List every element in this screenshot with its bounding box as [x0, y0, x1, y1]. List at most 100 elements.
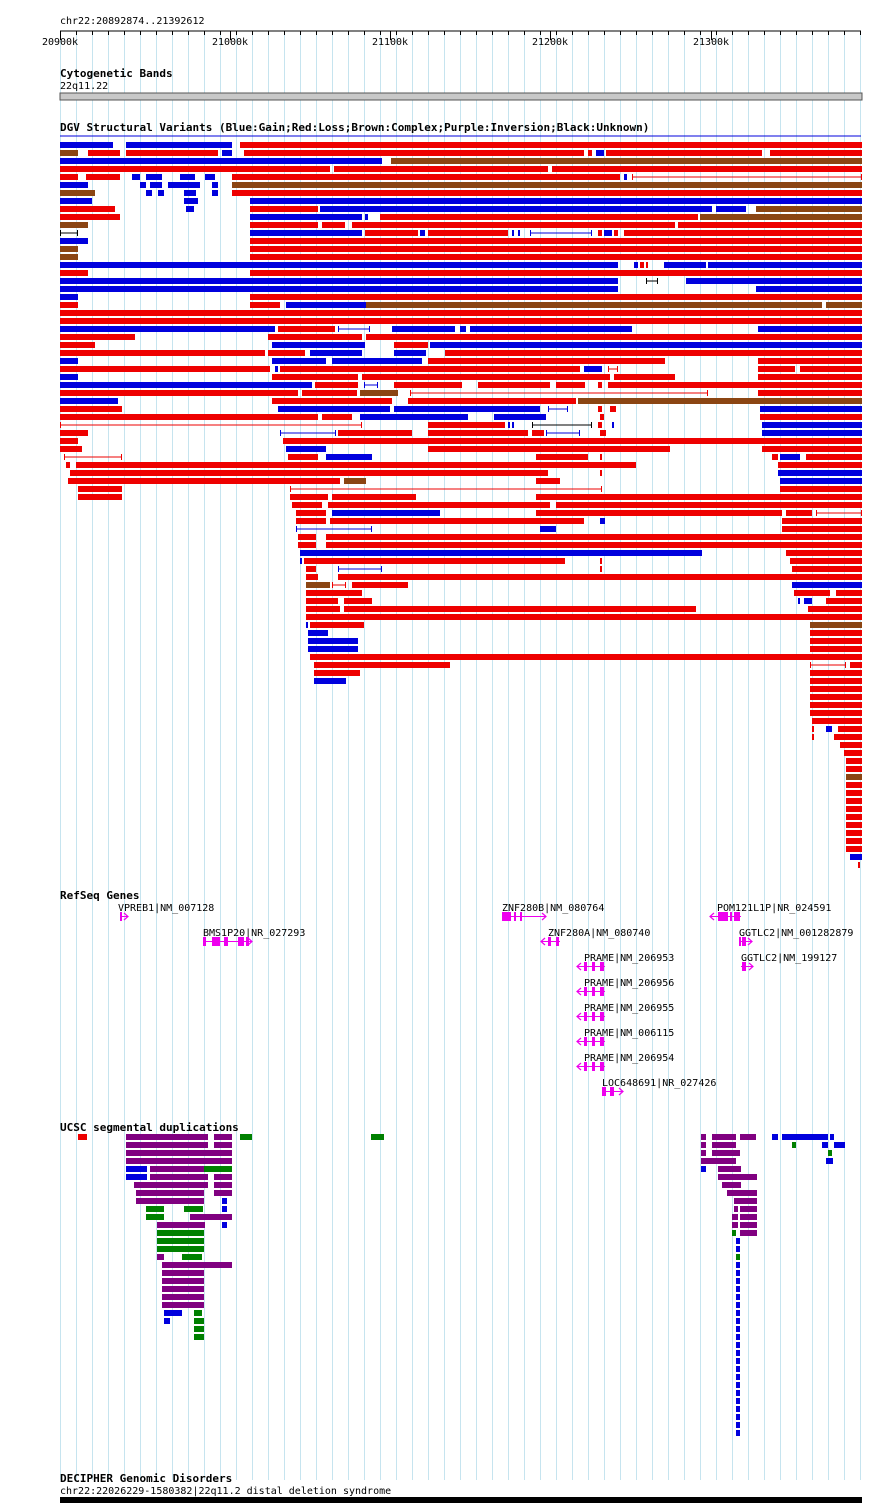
dgv-variant[interactable] [244, 150, 584, 156]
segdup-feature[interactable] [136, 1198, 204, 1204]
dgv-variant[interactable] [840, 742, 862, 748]
segdup-feature[interactable] [126, 1158, 232, 1164]
segdup-feature[interactable] [194, 1334, 204, 1340]
dgv-variant[interactable] [78, 486, 122, 492]
segdup-feature[interactable] [190, 1214, 232, 1220]
segdup-feature[interactable] [718, 1166, 741, 1172]
segdup-feature[interactable] [157, 1246, 204, 1252]
dgv-variant[interactable] [846, 766, 862, 772]
dgv-variant[interactable] [300, 558, 302, 564]
dgv-variant[interactable] [800, 366, 862, 372]
dgv-variant[interactable] [168, 182, 200, 188]
dgv-variant[interactable] [60, 294, 78, 300]
segdup-feature[interactable] [371, 1134, 384, 1140]
segdup-feature[interactable] [736, 1310, 740, 1316]
dgv-variant[interactable] [283, 438, 862, 444]
dgv-variant[interactable] [760, 406, 862, 412]
dgv-variant[interactable] [548, 406, 568, 412]
cytoband-track[interactable]: Cytogenetic Bands 22q11.22 [59, 67, 863, 101]
dgv-variant[interactable] [60, 406, 122, 412]
refseq-gene[interactable]: PRAME|NM_206956 [576, 978, 674, 996]
segdup-feature[interactable] [736, 1390, 740, 1396]
dgv-variant[interactable] [530, 230, 592, 236]
dgv-variant[interactable] [826, 302, 862, 308]
dgv-variant[interactable] [394, 382, 462, 388]
segdup-feature[interactable] [740, 1214, 757, 1220]
segdup-feature[interactable] [727, 1190, 757, 1196]
dgv-variant[interactable] [408, 398, 576, 404]
segdup-feature[interactable] [736, 1334, 740, 1340]
dgv-variant[interactable] [344, 606, 696, 612]
dgv-variant[interactable] [508, 422, 510, 428]
dgv-variant[interactable] [292, 502, 322, 508]
dgv-variant[interactable] [598, 382, 602, 388]
dgv-variant[interactable] [286, 446, 326, 452]
dgv-variant[interactable] [708, 262, 862, 268]
dgv-variant[interactable] [60, 206, 115, 212]
dgv-variant[interactable] [250, 246, 862, 252]
dgv-variant[interactable] [834, 734, 862, 740]
dgv-variant[interactable] [60, 270, 88, 276]
dgv-variant[interactable] [846, 846, 862, 852]
dgv-variant[interactable] [184, 198, 198, 204]
dgv-variant[interactable] [146, 190, 152, 196]
dgv-variant[interactable] [275, 366, 278, 372]
dgv-variant[interactable] [60, 174, 78, 180]
dgv-variant[interactable] [344, 478, 366, 484]
dgv-variant[interactable] [812, 718, 862, 724]
segdup-feature[interactable] [736, 1366, 740, 1372]
dgv-variant[interactable] [60, 238, 88, 244]
dgv-variant[interactable] [394, 406, 540, 412]
dgv-variant[interactable] [326, 542, 862, 548]
dgv-variant[interactable] [290, 494, 328, 500]
segdup-feature[interactable] [126, 1174, 147, 1180]
dgv-variant[interactable] [770, 150, 862, 156]
dgv-variant[interactable] [810, 678, 862, 684]
segdup-feature[interactable] [162, 1294, 204, 1300]
dgv-variant[interactable] [250, 230, 362, 236]
dgv-variant[interactable] [338, 430, 412, 436]
dgv-variant[interactable] [430, 342, 862, 348]
dgv-variant[interactable] [88, 150, 120, 156]
dgv-variant[interactable] [780, 486, 862, 492]
dgv-variant[interactable] [804, 598, 812, 604]
segdup-feature[interactable] [126, 1142, 208, 1148]
refseq-gene[interactable]: PRAME|NM_006115 [576, 1028, 674, 1046]
dgv-variant[interactable] [330, 518, 584, 524]
segdup-feature[interactable] [736, 1358, 740, 1364]
refseq-gene[interactable]: BMS1P20|NR_027293 [203, 928, 305, 946]
dgv-variant[interactable] [846, 830, 862, 836]
segdup-feature[interactable] [826, 1158, 833, 1164]
dgv-variant[interactable] [664, 262, 706, 268]
dgv-variant[interactable] [494, 414, 546, 420]
segdup-feature[interactable] [162, 1286, 204, 1292]
dgv-variant[interactable] [428, 230, 508, 236]
dgv-variant[interactable] [296, 526, 372, 532]
dgv-variant[interactable] [126, 142, 232, 148]
dgv-variant[interactable] [78, 494, 122, 500]
dgv-variant[interactable] [836, 590, 862, 596]
dgv-features[interactable] [60, 142, 862, 868]
segdup-feature[interactable] [150, 1166, 204, 1172]
dgv-variant[interactable] [536, 454, 588, 460]
segdup-feature[interactable] [736, 1382, 740, 1388]
dgv-variant[interactable] [846, 790, 862, 796]
dgv-variant[interactable] [314, 670, 360, 676]
dgv-variant[interactable] [678, 222, 862, 228]
dgv-variant[interactable] [86, 174, 120, 180]
dgv-variant[interactable] [250, 302, 280, 308]
dgv-variant[interactable] [536, 478, 560, 484]
dgv-variant[interactable] [132, 174, 140, 180]
dgv-variant[interactable] [326, 534, 862, 540]
dgv-variant[interactable] [308, 638, 358, 644]
dgv-variant[interactable] [810, 686, 862, 692]
segdup-feature[interactable] [772, 1134, 778, 1140]
dgv-variant[interactable] [60, 334, 135, 340]
dgv-variant[interactable] [792, 566, 862, 572]
dgv-variant[interactable] [60, 358, 78, 364]
dgv-variant[interactable] [780, 478, 862, 484]
dgv-variant[interactable] [810, 670, 862, 676]
segdup-feature[interactable] [736, 1246, 740, 1252]
segdup-feature[interactable] [162, 1262, 232, 1268]
dgv-variant[interactable] [366, 302, 822, 308]
